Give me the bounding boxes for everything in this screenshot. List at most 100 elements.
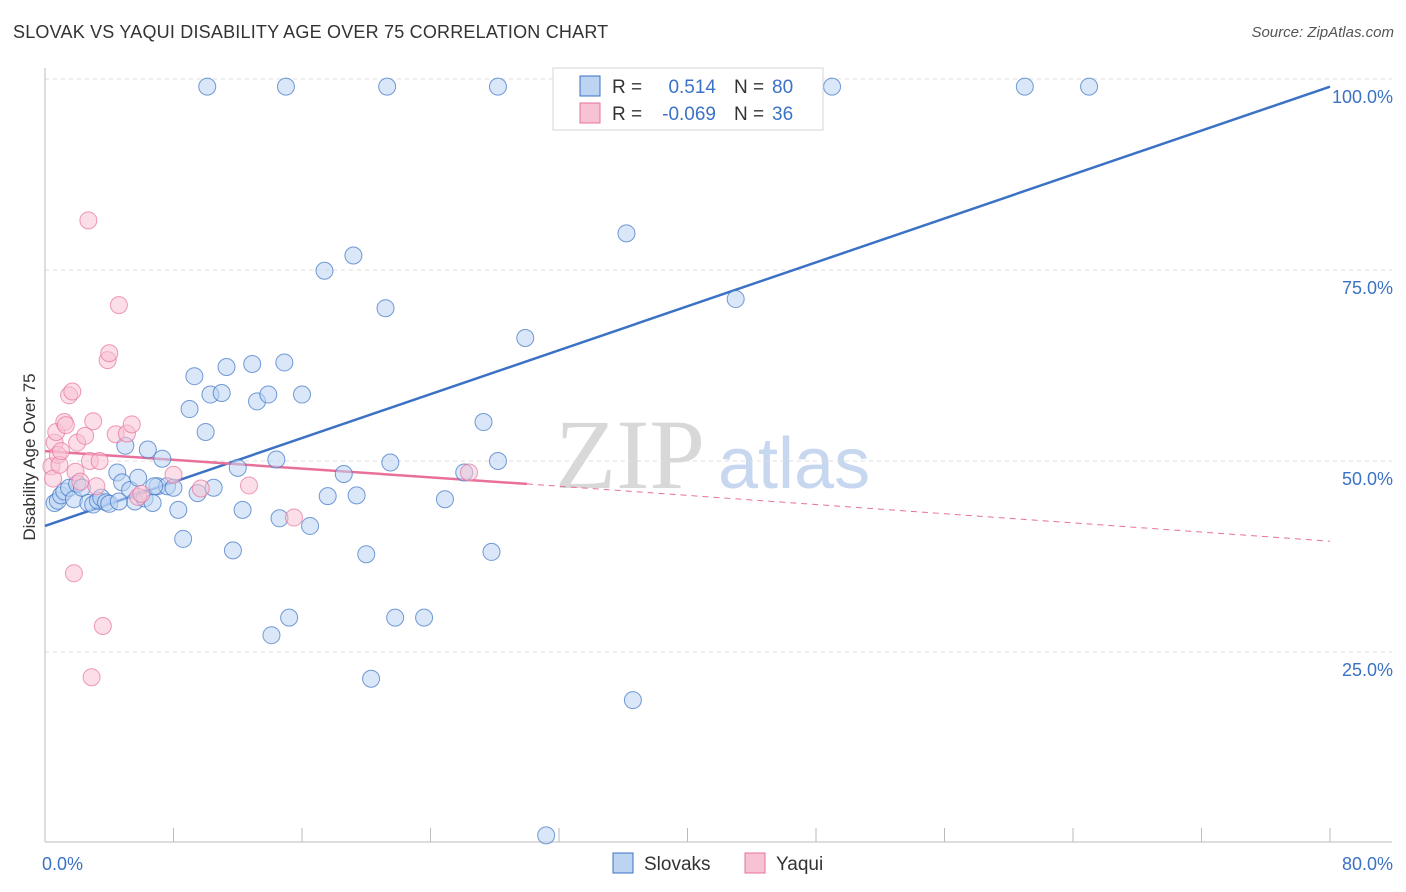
data-point-slovaks [174, 529, 193, 548]
data-point-slovaks [275, 353, 294, 372]
y-axis-label: Disability Age Over 75 [20, 373, 39, 540]
data-point-yaqui [64, 564, 83, 583]
data-point-slovaks [1080, 77, 1099, 96]
legend-n-label-2: N = [734, 104, 764, 125]
x-tick-label: 0.0% [42, 854, 83, 874]
data-point-slovaks [185, 367, 204, 386]
trend-lines [44, 85, 1331, 542]
data-point-slovaks [537, 826, 556, 845]
bottom-legend-slovaks: Slovaks [644, 854, 711, 875]
data-point-slovaks [109, 492, 128, 511]
y-tick-label: 100.0% [1332, 87, 1393, 107]
trend-line-slovaks [44, 85, 1331, 528]
data-point-yaqui [460, 463, 479, 482]
data-point-yaqui [109, 296, 128, 315]
data-point-yaqui [63, 382, 82, 401]
data-point-slovaks [129, 468, 148, 487]
data-point-yaqui [79, 211, 98, 230]
bottom-legend-swatch-yaqui [744, 852, 766, 874]
data-point-yaqui [52, 442, 71, 461]
data-point-slovaks [334, 464, 353, 483]
x-tick-labels: 0.0% 80.0% [42, 854, 1393, 874]
data-point-yaqui [93, 617, 112, 636]
trend-line-yaqui [44, 449, 527, 486]
data-point-slovaks [212, 384, 231, 403]
data-point-slovaks [482, 542, 501, 561]
axes [44, 68, 1392, 843]
data-point-slovaks [243, 354, 262, 373]
data-point-yaqui [191, 479, 210, 498]
data-point-slovaks [516, 328, 535, 347]
data-point-slovaks [153, 449, 172, 468]
legend-r-label-1: R = [612, 77, 642, 98]
data-point-slovaks [623, 691, 642, 710]
legend-swatch-yaqui [579, 102, 601, 124]
bottom-legend-yaqui: Yaqui [776, 854, 823, 875]
data-point-yaqui [71, 472, 90, 491]
watermark-zip: ZIP [555, 399, 705, 510]
data-point-slovaks [357, 545, 376, 564]
data-point-slovaks [196, 422, 215, 441]
data-point-slovaks [1015, 77, 1034, 96]
data-point-slovaks [617, 224, 636, 243]
x-tick-label: 80.0% [1342, 854, 1393, 874]
data-point-slovaks [488, 452, 507, 470]
data-point-slovaks [315, 261, 334, 280]
data-point-slovaks [180, 400, 199, 419]
data-point-slovaks [435, 490, 454, 509]
legend-r-value-2: -0.069 [662, 104, 716, 125]
data-point-slovaks [223, 541, 242, 560]
data-point-slovaks [169, 500, 188, 519]
data-point-slovaks [280, 608, 299, 627]
data-point-slovaks [347, 486, 366, 505]
legend-n-value-2: 36 [772, 104, 793, 125]
data-point-slovaks [378, 77, 397, 96]
data-point-slovaks [267, 450, 286, 469]
data-point-yaqui [90, 452, 109, 470]
data-points [42, 77, 1099, 845]
legend-r-label-2: R = [612, 104, 642, 125]
trend-line-yaqui [526, 483, 1331, 542]
data-point-slovaks [488, 77, 507, 96]
data-point-slovaks [293, 385, 311, 404]
data-point-yaqui [122, 415, 141, 434]
legend-n-label-1: N = [734, 77, 764, 98]
chart-title: SLOVAK VS YAQUI DISABILITY AGE OVER 75 C… [13, 22, 609, 42]
data-point-slovaks [301, 516, 320, 535]
bottom-legend-swatch-slovaks [612, 852, 634, 874]
data-point-yaqui [164, 465, 183, 484]
data-point-slovaks [259, 385, 278, 404]
data-point-slovaks [344, 246, 363, 265]
data-point-slovaks [217, 358, 236, 377]
data-point-yaqui [87, 477, 106, 496]
data-point-yaqui [82, 668, 101, 687]
data-point-slovaks [823, 77, 842, 96]
data-point-slovaks [233, 500, 252, 519]
y-tick-label: 75.0% [1342, 278, 1393, 298]
data-point-slovaks [376, 299, 395, 318]
data-point-slovaks [228, 458, 247, 477]
y-tick-label: 25.0% [1342, 660, 1393, 680]
data-point-yaqui [239, 476, 258, 495]
data-point-yaqui [56, 416, 75, 435]
legend: R = 0.514 N = 80 R = -0.069 N = 36 [552, 67, 824, 131]
data-point-slovaks [381, 453, 400, 472]
y-tick-labels: 25.0% 50.0% 75.0% 100.0% [1332, 87, 1393, 680]
watermark-atlas: atlas [718, 424, 870, 504]
data-point-slovaks [474, 413, 493, 432]
data-point-slovaks [362, 669, 381, 688]
data-point-slovaks [276, 77, 295, 96]
data-point-slovaks [726, 290, 745, 309]
source-label: Source: ZipAtlas.com [1251, 24, 1394, 41]
data-point-slovaks [318, 487, 337, 506]
y-tick-label: 50.0% [1342, 469, 1393, 489]
data-point-slovaks [262, 626, 281, 645]
data-point-yaqui [100, 344, 119, 363]
legend-r-value-1: 0.514 [668, 77, 716, 98]
data-point-yaqui [132, 484, 151, 503]
data-point-slovaks [386, 608, 405, 627]
bottom-legend: Slovaks Yaqui [612, 852, 823, 875]
data-point-yaqui [84, 412, 103, 431]
legend-n-value-1: 80 [772, 77, 793, 98]
